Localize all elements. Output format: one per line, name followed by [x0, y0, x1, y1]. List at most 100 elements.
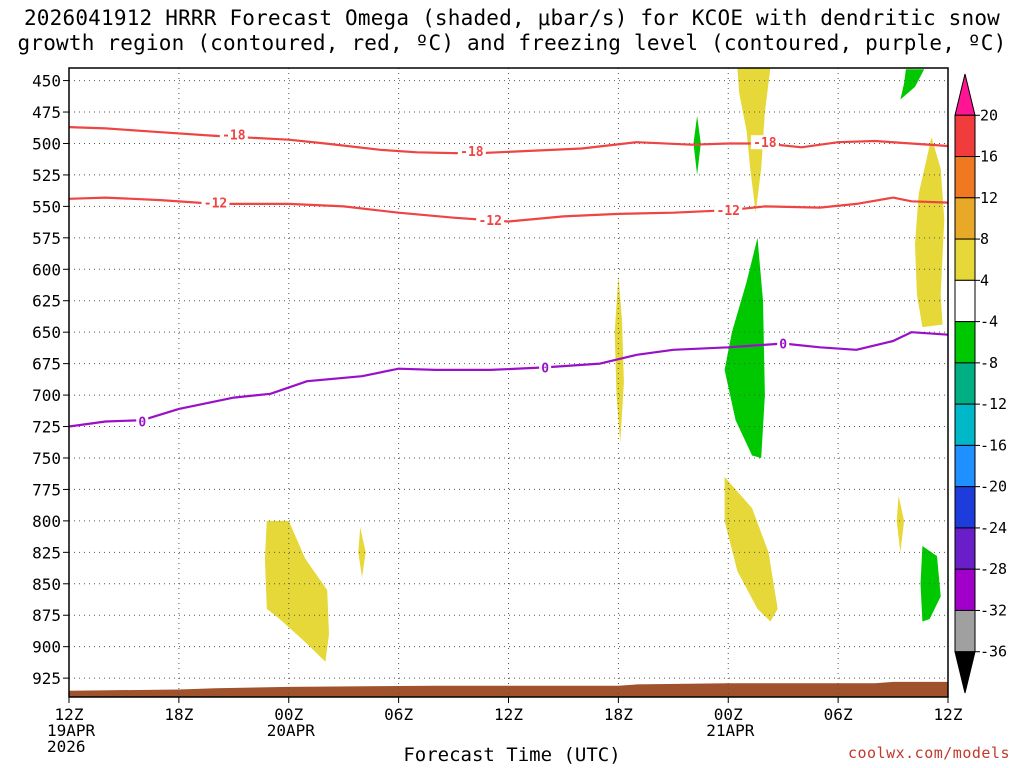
plot-area: -18 -18 -18 -12 -12 -12 0 0 0	[69, 68, 948, 697]
dgz-minus-12-label-bg	[476, 213, 505, 228]
x-tick-label: 12Z	[494, 705, 523, 724]
dgz-minus-18-label: -18	[460, 145, 484, 160]
x-axis-title: Forecast Time (UTC)	[403, 744, 621, 766]
chart-title: 2026041912 HRRR Forecast Omega (shaded, …	[0, 6, 1024, 56]
dgz-minus-18-label-bg	[457, 144, 486, 159]
colorbar-segment	[954, 238, 976, 281]
dgz-minus-12-line	[69, 196, 948, 223]
colorbar-bottom-arrow	[954, 651, 976, 694]
y-tick-label: 725	[32, 418, 61, 437]
x-tick-label: 12Z	[934, 705, 963, 724]
colorbar-segment	[954, 362, 976, 405]
y-tick-label: 675	[32, 355, 61, 374]
freezing-level-line	[69, 331, 948, 428]
x-tick-label: 00Z	[714, 705, 743, 724]
x-tick-label: 00Z	[274, 705, 303, 724]
plot-frame	[68, 67, 949, 698]
x-tick-label: 18Z	[604, 705, 633, 724]
colorbar-tick-label: -4	[980, 313, 998, 331]
site-credit: coolwx.com/models	[847, 744, 1010, 762]
omega-downward-4-b	[915, 137, 945, 328]
chart-title-line1: 2026041912 HRRR Forecast Omega (shaded, …	[23, 6, 1001, 30]
colorbar-tick-label: 8	[980, 230, 989, 248]
colorbar-tick-label: -8	[980, 354, 998, 372]
dgz-minus-12-label: -12	[478, 214, 501, 229]
colorbar-tick-label: 16	[980, 148, 998, 166]
chart-title-line2: growth region (contoured, red, ºC) and f…	[17, 31, 1007, 55]
dgz-minus-12-label: -12	[717, 204, 740, 219]
colorbar-segment	[954, 197, 976, 240]
y-tick-label: 450	[32, 72, 61, 91]
y-tick-label: 900	[32, 638, 61, 657]
y-tick-label: 525	[32, 166, 61, 185]
colorbar-tick-label: 20	[980, 106, 998, 124]
colorbar-tick-label: -36	[980, 643, 1007, 661]
x-tick-label: 06Z	[824, 705, 853, 724]
colorbar: 20 16 12 8 4 -4 -8 -12 -16 -20 -24 -28 -32 -36	[954, 73, 1007, 694]
colorbar-segment	[954, 403, 976, 446]
y-tick-label: 550	[32, 197, 61, 216]
dgz-minus-12-label-bg	[714, 203, 743, 218]
x-tick-year: 2026	[47, 737, 86, 756]
colorbar-top-arrow	[954, 73, 976, 116]
colorbar-segment	[954, 444, 976, 488]
y-tick-label: 800	[32, 512, 61, 531]
freezing-level-label: 0	[138, 415, 146, 430]
colorbar-segment	[954, 114, 976, 158]
omega-upward-4-d	[920, 546, 941, 622]
colorbar-segment	[954, 486, 976, 529]
y-tick-label: 650	[32, 323, 61, 342]
dgz-minus-18-line	[69, 126, 948, 155]
x-tick-date: 21APR	[706, 721, 755, 740]
y-tick-label: 825	[32, 543, 61, 562]
dgz-minus-12-label-bg	[201, 195, 230, 210]
x-tick-date: 19APR	[47, 721, 96, 740]
freezing-level-label: 0	[541, 361, 549, 376]
dgz-minus-12-label: -12	[204, 197, 227, 212]
dgz-minus-18-label: -18	[222, 129, 246, 144]
colorbar-tick-label: -12	[980, 395, 1007, 413]
x-tick-label: 18Z	[164, 705, 193, 724]
y-tick-label: 625	[32, 292, 61, 311]
freezing-level-label-bg	[539, 360, 552, 375]
freezing-level-label-bg	[136, 414, 149, 429]
colorbar-segment	[954, 279, 976, 323]
omega-downward-4-f	[264, 520, 329, 662]
colorbar-tick-label: -16	[980, 436, 1007, 454]
colorbar-segment	[954, 527, 976, 570]
y-tick-label: 875	[32, 606, 61, 625]
x-tick-date: 20APR	[267, 721, 316, 740]
omega-upward-4-c	[724, 237, 765, 458]
colorbar-segment	[954, 156, 976, 199]
dgz-minus-18-label-bg	[219, 127, 248, 142]
x-tick-label: 12Z	[55, 705, 84, 724]
freezing-level-label: 0	[779, 338, 787, 353]
y-tick-label: 850	[32, 575, 61, 594]
dgz-minus-18-label-bg	[750, 135, 779, 150]
y-tick-label: 700	[32, 386, 61, 405]
y-tick-label: 475	[32, 103, 61, 122]
x-tick-label: 06Z	[384, 705, 413, 724]
y-tick-label: 925	[32, 669, 61, 688]
omega-upward-4-a	[900, 69, 925, 100]
colorbar-tick-label: -24	[980, 519, 1007, 537]
y-tick-label: 775	[32, 480, 61, 499]
y-tick-label: 575	[32, 229, 61, 248]
colorbar-tick-label: 12	[980, 189, 998, 207]
terrain-surface	[69, 681, 948, 697]
dgz-minus-18-label: -18	[753, 136, 777, 151]
colorbar-tick-label: -28	[980, 560, 1007, 578]
colorbar-tick-label: 4	[980, 271, 989, 289]
colorbar-segment	[954, 321, 976, 364]
omega-downward-4-g	[358, 527, 366, 578]
y-tick-label: 750	[32, 449, 61, 468]
omega-downward-4-e	[896, 495, 905, 553]
colorbar-segment	[954, 568, 976, 611]
omega-downward-4-d	[724, 476, 778, 622]
colorbar-segment	[954, 609, 976, 653]
colorbar-tick-label: -20	[980, 478, 1007, 496]
y-tick-label: 500	[32, 134, 61, 153]
freezing-level-label-bg	[777, 336, 790, 351]
y-tick-label: 600	[32, 260, 61, 279]
